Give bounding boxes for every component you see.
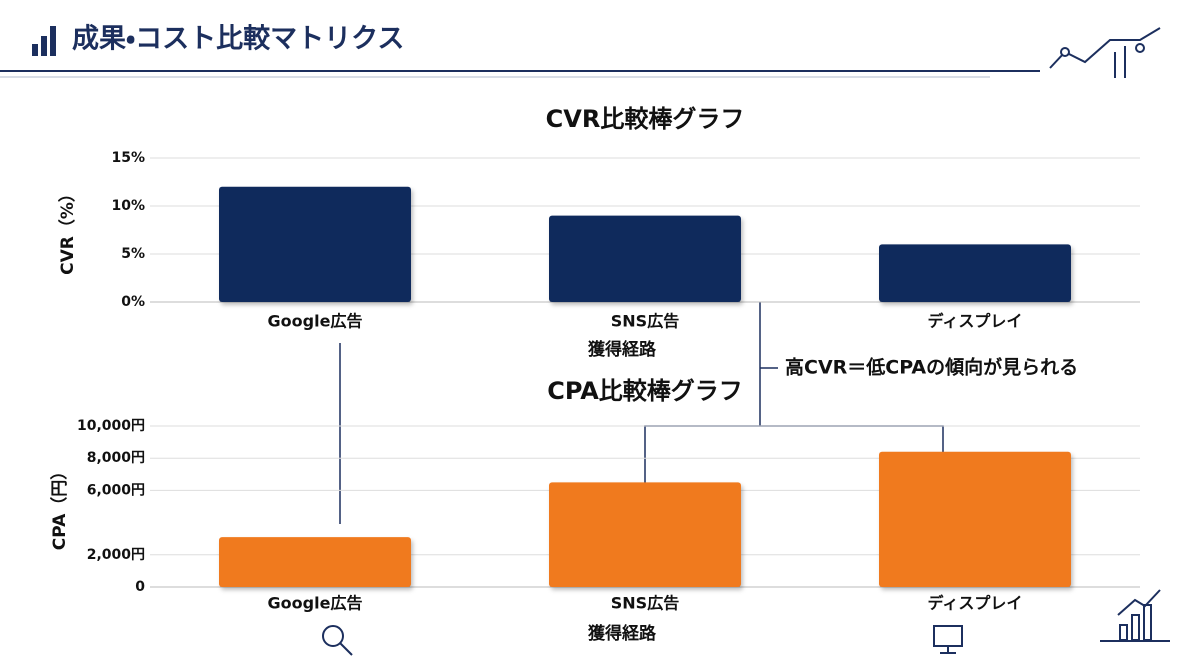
x-tick-label: Google広告 [268, 312, 363, 331]
x-tick-label: ディスプレイ [928, 312, 1023, 331]
y-tick-label: 0% [121, 294, 145, 310]
annotation: 高CVR＝低CPAの傾向が見られる [785, 356, 1078, 379]
y-tick-label: 10,000円 [77, 418, 145, 434]
y-tick-label: 15% [111, 150, 145, 166]
y-tick-label: 2,000円 [87, 547, 145, 563]
x-tick-label: SNS広告 [611, 312, 679, 331]
x-tick-label: Google広告 [268, 594, 363, 613]
x-tick-label: ディスプレイ [928, 594, 1023, 613]
x-axis-label: 獲得経路 [588, 623, 657, 644]
bar [219, 537, 411, 587]
deco-icons [322, 589, 1170, 656]
header-icon [32, 26, 56, 56]
y-tick-label: 6,000円 [87, 482, 145, 498]
x-tick-label: SNS広告 [611, 594, 679, 613]
y-tick-label: 5% [121, 246, 145, 262]
bar [879, 244, 1071, 302]
deco-chart-icon [1049, 27, 1161, 78]
bar [879, 451, 1071, 587]
bar [549, 215, 741, 302]
y-tick-label: 10% [111, 198, 145, 214]
chart-title: CVR比較棒グラフ [546, 105, 745, 133]
y-tick-label: 8,000円 [87, 450, 145, 466]
y-axis-label: CVR（%） [57, 185, 78, 275]
x-axis-label: 獲得経路 [588, 339, 657, 360]
page-title: 成果・コスト比較マトリクス [72, 24, 404, 55]
bar [219, 186, 411, 302]
bar [549, 482, 741, 587]
y-tick-label: 0 [135, 579, 145, 595]
chart-title: CPA比較棒グラフ [547, 377, 743, 405]
y-axis-label: CPA（円） [49, 463, 70, 551]
